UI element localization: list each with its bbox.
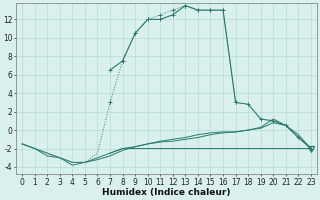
X-axis label: Humidex (Indice chaleur): Humidex (Indice chaleur) bbox=[102, 188, 231, 197]
